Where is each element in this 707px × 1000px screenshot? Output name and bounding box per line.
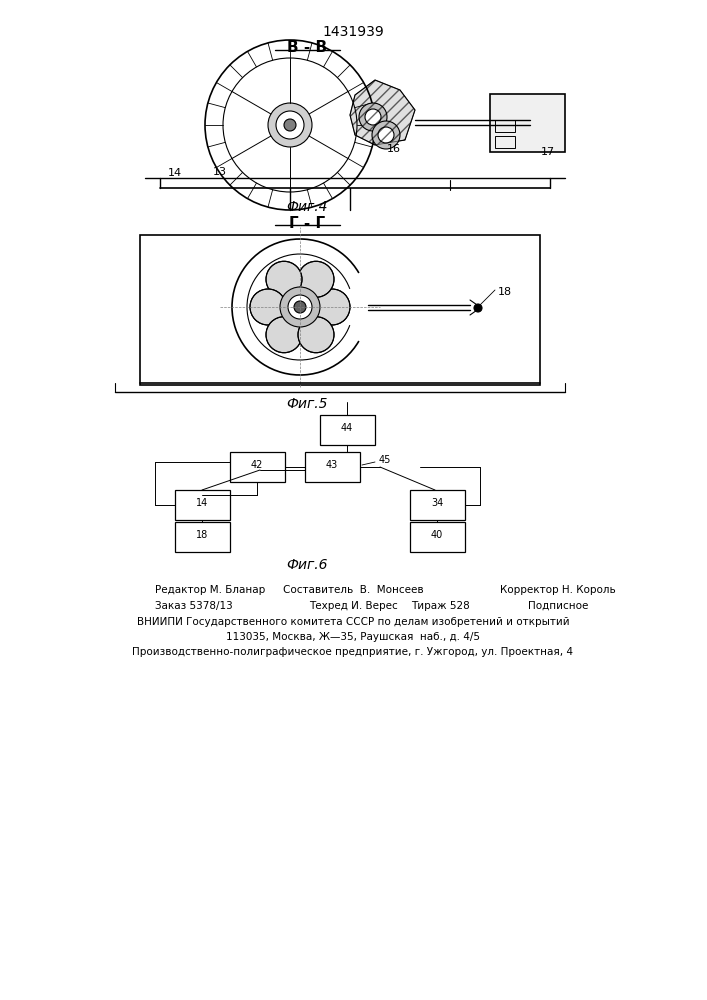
Polygon shape (350, 80, 415, 145)
Bar (305, 452, 360, 482)
Circle shape (378, 127, 394, 143)
Bar (495, 136, 515, 148)
Text: Фиг.4: Фиг.4 (286, 200, 328, 214)
Text: В - В: В - В (287, 40, 327, 55)
Circle shape (359, 103, 387, 131)
Text: 14: 14 (168, 168, 182, 178)
Text: Редактор М. Бланар: Редактор М. Бланар (155, 585, 265, 595)
Text: 18: 18 (498, 287, 512, 297)
Text: Составитель  В.  Монсеев: Составитель В. Монсеев (283, 585, 423, 595)
Text: 18: 18 (196, 530, 208, 540)
Text: 40: 40 (431, 530, 443, 540)
Bar (490, 94, 565, 152)
Text: Тираж 528: Тираж 528 (411, 601, 469, 611)
Circle shape (474, 304, 482, 312)
Text: Производственно-полиграфическое предприятие, г. Ужгород, ул. Проектная, 4: Производственно-полиграфическое предприя… (132, 647, 573, 657)
Circle shape (298, 261, 334, 297)
Text: 14: 14 (196, 498, 208, 508)
Text: 16: 16 (387, 144, 401, 154)
Text: 113035, Москва, Ж—35, Раушская  наб., д. 4/5: 113035, Москва, Ж—35, Раушская наб., д. … (226, 632, 480, 642)
Bar (495, 120, 515, 132)
Bar (175, 522, 230, 552)
Text: Корректор Н. Король: Корректор Н. Король (500, 585, 616, 595)
Circle shape (372, 121, 400, 149)
Circle shape (250, 289, 286, 325)
Circle shape (276, 111, 304, 139)
Text: 17: 17 (541, 147, 555, 157)
Bar (320, 415, 375, 445)
Text: 43: 43 (326, 460, 338, 470)
Circle shape (266, 317, 302, 353)
Text: Фиг.6: Фиг.6 (286, 558, 328, 572)
Circle shape (288, 295, 312, 319)
Text: Заказ 5378/13: Заказ 5378/13 (155, 601, 233, 611)
Bar (230, 452, 285, 482)
Text: 42: 42 (251, 460, 263, 470)
Circle shape (298, 317, 334, 353)
Circle shape (266, 261, 302, 297)
Text: 34: 34 (431, 498, 443, 508)
Bar (410, 490, 465, 520)
Text: 1431939: 1431939 (322, 25, 384, 39)
Circle shape (365, 109, 381, 125)
Text: Г - Г: Г - Г (289, 216, 325, 231)
Text: Подписное: Подписное (528, 601, 588, 611)
Circle shape (280, 287, 320, 327)
Circle shape (268, 103, 312, 147)
Text: Фиг.5: Фиг.5 (286, 397, 328, 411)
Circle shape (294, 301, 306, 313)
Bar (140, 235, 540, 385)
Bar (410, 522, 465, 552)
Circle shape (284, 119, 296, 131)
Text: 45: 45 (379, 455, 391, 465)
Text: Техред И. Верес: Техред И. Верес (309, 601, 397, 611)
Text: ВНИИПИ Государственного комитета СССР по делам изобретений и открытий: ВНИИПИ Государственного комитета СССР по… (136, 617, 569, 627)
Text: 44: 44 (341, 423, 353, 433)
Text: 13: 13 (213, 167, 227, 177)
Bar (175, 490, 230, 520)
Circle shape (314, 289, 350, 325)
